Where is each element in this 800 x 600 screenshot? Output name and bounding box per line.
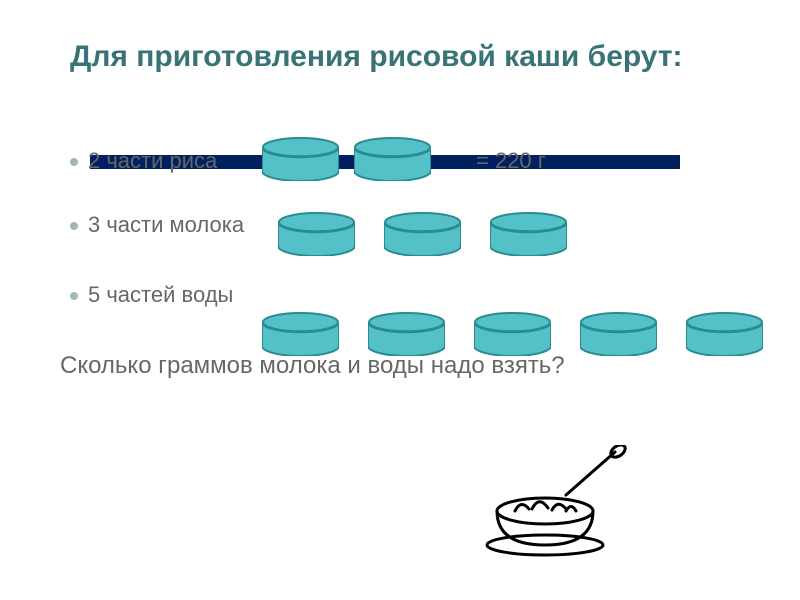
bullet-text-1: 2 части риса [88, 148, 217, 174]
cylinder-r3-4 [580, 312, 657, 356]
bullet-dot-3 [70, 292, 78, 300]
cylinder-r3-5 [686, 312, 763, 356]
equals-label: = 220 г [476, 148, 546, 174]
cylinder-r2-1 [278, 212, 355, 256]
cylinder-r1-2 [354, 137, 431, 181]
bullet-dot-1 [70, 158, 78, 166]
porridge-bowl-icon [470, 445, 630, 570]
bullet-text-2: 3 части молока [88, 212, 244, 238]
cylinder-r2-2 [384, 212, 461, 256]
page-title: Для приготовления рисовой каши берут: [70, 40, 770, 75]
cylinder-r3-1 [262, 312, 339, 356]
bullet-dot-2 [70, 222, 78, 230]
cylinder-r2-3 [490, 212, 567, 256]
cylinder-r1-1 [262, 137, 339, 181]
cylinder-r3-2 [368, 312, 445, 356]
question-text: Сколько граммов молока и воды надо взять… [60, 352, 565, 380]
cylinder-r3-3 [474, 312, 551, 356]
bullet-text-3: 5 частей воды [88, 282, 233, 308]
